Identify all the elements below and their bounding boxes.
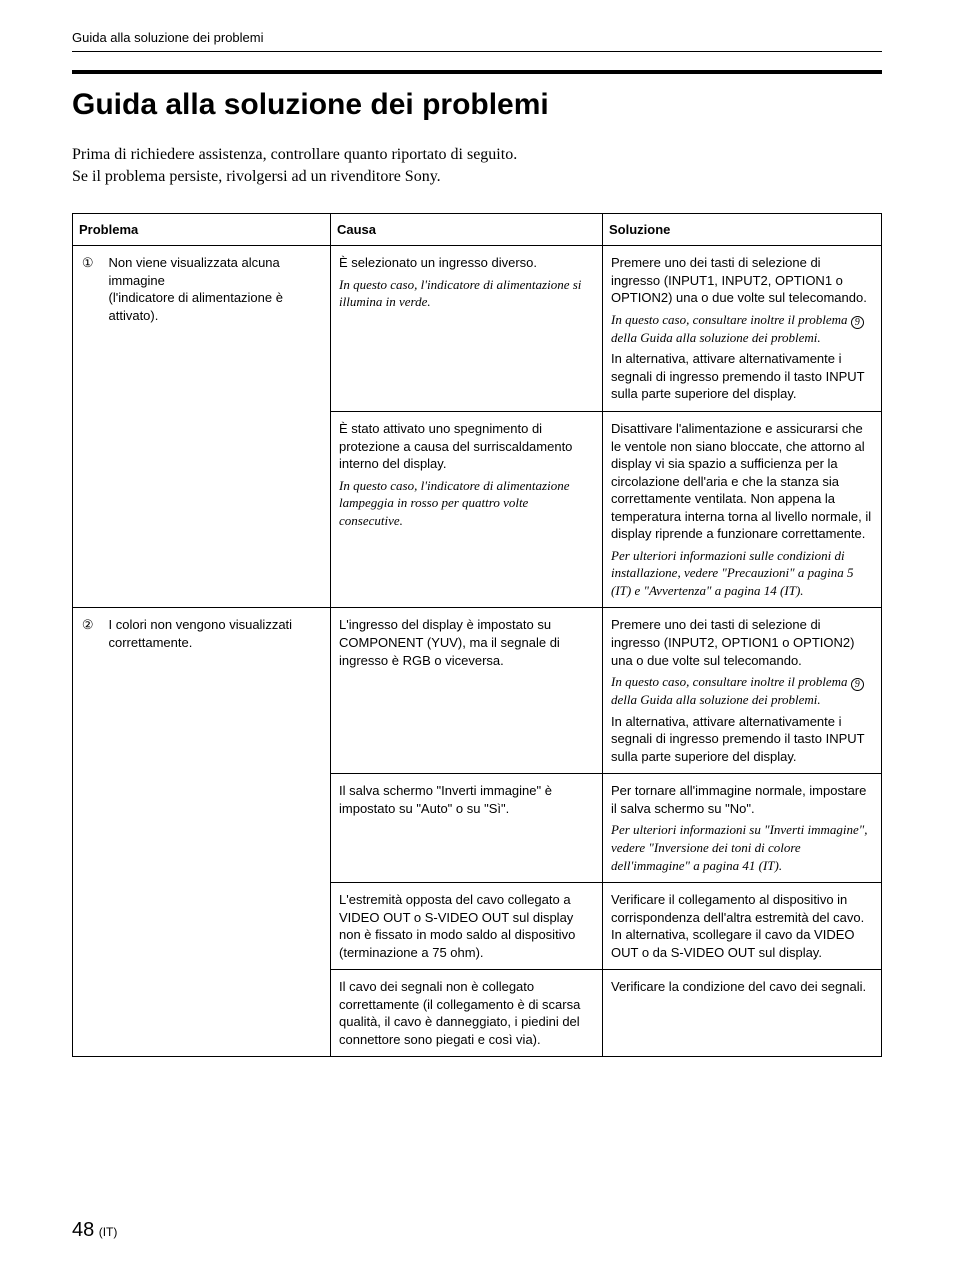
cause-cell: È selezionato un ingresso diverso. In qu… bbox=[331, 246, 603, 412]
note-part: In questo caso, consultare inoltre il pr… bbox=[611, 674, 851, 689]
cause-note: In questo caso, l'indicatore di alimenta… bbox=[339, 477, 594, 530]
intro-line: Prima di richiedere assistenza, controll… bbox=[72, 144, 882, 166]
solution-cell: Verificare la condizione del cavo dei se… bbox=[603, 970, 882, 1057]
problem-cell: Non viene visualizzata alcuna immagine (… bbox=[101, 246, 331, 608]
problem-cell: I colori non vengono visualizzati corret… bbox=[101, 608, 331, 1057]
solution-cell: Disattivare l'alimentazione e assicurars… bbox=[603, 412, 882, 608]
solution-text: Per tornare all'immagine normale, impost… bbox=[611, 782, 873, 817]
page-number: 48 (IT) bbox=[72, 1219, 117, 1242]
cause-note: In questo caso, l'indicatore di alimenta… bbox=[339, 276, 594, 311]
table-row: ① Non viene visualizzata alcuna immagine… bbox=[73, 246, 882, 412]
solution-note: In questo caso, consultare inoltre il pr… bbox=[611, 311, 873, 347]
cause-text: Il salva schermo "Inverti immagine" è im… bbox=[339, 782, 594, 817]
cause-cell: È stato attivato uno spegnimento di prot… bbox=[331, 412, 603, 608]
cause-cell: L'estremità opposta del cavo collegato a… bbox=[331, 883, 603, 970]
solution-cell: Premere uno dei tasti di selezione di in… bbox=[603, 246, 882, 412]
solution-text: Disattivare l'alimentazione e assicurars… bbox=[611, 420, 873, 543]
note-part: della Guida alla soluzione dei problemi. bbox=[611, 692, 821, 707]
circled-number-icon: ① bbox=[82, 256, 94, 269]
solution-cell: Premere uno dei tasti di selezione di in… bbox=[603, 608, 882, 774]
table-header-row: Problema Causa Soluzione bbox=[73, 214, 882, 246]
cause-cell: L'ingresso del display è impostato su CO… bbox=[331, 608, 603, 774]
circled-ref-icon: 9 bbox=[851, 678, 864, 691]
cause-cell: Il salva schermo "Inverti immagine" è im… bbox=[331, 774, 603, 883]
col-header-problema: Problema bbox=[73, 214, 331, 246]
solution-note: In questo caso, consultare inoltre il pr… bbox=[611, 673, 873, 709]
note-part: In questo caso, consultare inoltre il pr… bbox=[611, 312, 851, 327]
solution-text: Verificare la condizione del cavo dei se… bbox=[611, 978, 873, 996]
running-header: Guida alla soluzione dei problemi bbox=[72, 30, 882, 52]
thick-rule bbox=[72, 70, 882, 74]
row-number: ② bbox=[73, 608, 101, 1057]
cause-cell: Il cavo dei segnali non è collegato corr… bbox=[331, 970, 603, 1057]
cause-text: È selezionato un ingresso diverso. bbox=[339, 254, 594, 272]
row-number: ① bbox=[73, 246, 101, 608]
solution-text: In alternativa, attivare alternativament… bbox=[611, 713, 873, 766]
solution-cell: Verificare il collegamento al dispositiv… bbox=[603, 883, 882, 970]
circled-ref-icon: 9 bbox=[851, 316, 864, 329]
col-header-causa: Causa bbox=[331, 214, 603, 246]
circled-number-icon: ② bbox=[82, 618, 94, 631]
page-number-suffix: (IT) bbox=[99, 1225, 118, 1239]
solution-note: Per ulteriori informazioni su "Inverti i… bbox=[611, 821, 873, 874]
troubleshooting-table: Problema Causa Soluzione ① Non viene vis… bbox=[72, 213, 882, 1057]
intro-line: Se il problema persiste, rivolgersi ad u… bbox=[72, 166, 882, 188]
table-row: ② I colori non vengono visualizzati corr… bbox=[73, 608, 882, 774]
cause-text: L'estremità opposta del cavo collegato a… bbox=[339, 891, 594, 961]
page-number-value: 48 bbox=[72, 1219, 94, 1241]
solution-text: Premere uno dei tasti di selezione di in… bbox=[611, 616, 873, 669]
solution-text: Verificare il collegamento al dispositiv… bbox=[611, 891, 873, 961]
cause-text: Il cavo dei segnali non è collegato corr… bbox=[339, 978, 594, 1048]
intro-text: Prima di richiedere assistenza, controll… bbox=[72, 144, 882, 187]
solution-cell: Per tornare all'immagine normale, impost… bbox=[603, 774, 882, 883]
page-title: Guida alla soluzione dei problemi bbox=[72, 88, 882, 122]
solution-text: Premere uno dei tasti di selezione di in… bbox=[611, 254, 873, 307]
cause-text: L'ingresso del display è impostato su CO… bbox=[339, 616, 594, 669]
cause-text: È stato attivato uno spegnimento di prot… bbox=[339, 420, 594, 473]
col-header-soluzione: Soluzione bbox=[603, 214, 882, 246]
solution-note: Per ulteriori informazioni sulle condizi… bbox=[611, 547, 873, 600]
note-part: della Guida alla soluzione dei problemi. bbox=[611, 330, 821, 345]
solution-text: In alternativa, attivare alternativament… bbox=[611, 350, 873, 403]
